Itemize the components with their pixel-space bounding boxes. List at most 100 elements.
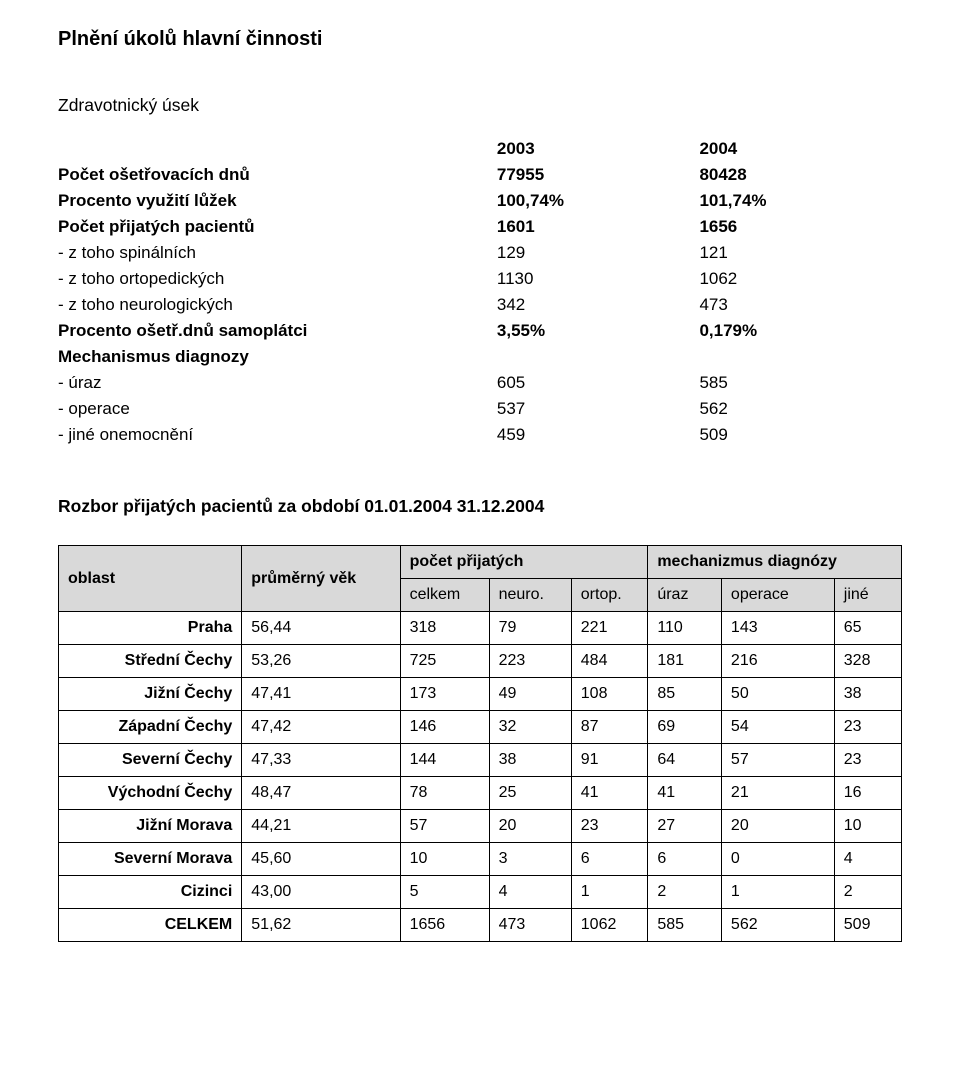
col-neuro: neuro.: [489, 579, 571, 612]
cell-jine: 65: [834, 612, 901, 645]
cell-ortop: 23: [571, 810, 648, 843]
cell-uraz: 85: [648, 678, 722, 711]
stats-label: - z toho neurologických: [58, 292, 497, 318]
cell-region: Jižní Čechy: [59, 678, 242, 711]
stats-row: Mechanismus diagnozy: [58, 344, 902, 370]
cell-celkem: 5: [400, 876, 489, 909]
cell-uraz: 585: [648, 909, 722, 942]
cell-jine: 10: [834, 810, 901, 843]
table-row: CELKEM51,6216564731062585562509: [59, 909, 902, 942]
stats-value-2004: 121: [699, 240, 902, 266]
cell-uraz: 6: [648, 843, 722, 876]
stats-row: - z toho neurologických342473: [58, 292, 902, 318]
cell-jine: 2: [834, 876, 901, 909]
stats-label: - operace: [58, 396, 497, 422]
cell-uraz: 69: [648, 711, 722, 744]
cell-region: Severní Čechy: [59, 744, 242, 777]
cell-operace: 143: [721, 612, 834, 645]
cell-jine: 509: [834, 909, 901, 942]
cell-ortop: 221: [571, 612, 648, 645]
cell-age: 47,42: [242, 711, 400, 744]
cell-neuro: 49: [489, 678, 571, 711]
cell-operace: 57: [721, 744, 834, 777]
stats-value-2003: 3,55%: [497, 318, 700, 344]
page-title: Plnění úkolů hlavní činnosti: [58, 28, 902, 51]
breakdown-table: oblast průměrný věk počet přijatých mech…: [58, 545, 902, 942]
table-row: Cizinci43,00541212: [59, 876, 902, 909]
cell-celkem: 1656: [400, 909, 489, 942]
cell-jine: 23: [834, 711, 901, 744]
cell-uraz: 181: [648, 645, 722, 678]
cell-neuro: 3: [489, 843, 571, 876]
stats-row: Počet ošetřovacích dnů7795580428: [58, 162, 902, 188]
cell-neuro: 4: [489, 876, 571, 909]
stats-value-2004: 1656: [699, 214, 902, 240]
cell-ortop: 1062: [571, 909, 648, 942]
stats-row: - operace537562: [58, 396, 902, 422]
cell-age: 56,44: [242, 612, 400, 645]
cell-neuro: 473: [489, 909, 571, 942]
cell-ortop: 87: [571, 711, 648, 744]
stats-row: - z toho ortopedických11301062: [58, 266, 902, 292]
cell-jine: 23: [834, 744, 901, 777]
stats-row: Počet přijatých pacientů16011656: [58, 214, 902, 240]
col-celkem: celkem: [400, 579, 489, 612]
stats-value-2003: [497, 344, 700, 370]
stats-value-2004: 562: [699, 396, 902, 422]
cell-age: 51,62: [242, 909, 400, 942]
cell-neuro: 32: [489, 711, 571, 744]
breakdown-title: Rozbor přijatých pacientů za období 01.0…: [58, 496, 902, 517]
table-row: Západní Čechy47,421463287695423: [59, 711, 902, 744]
cell-jine: 16: [834, 777, 901, 810]
cell-neuro: 25: [489, 777, 571, 810]
cell-operace: 54: [721, 711, 834, 744]
stats-label: - z toho ortopedických: [58, 266, 497, 292]
cell-operace: 1: [721, 876, 834, 909]
cell-region: Praha: [59, 612, 242, 645]
cell-neuro: 223: [489, 645, 571, 678]
stats-row: Procento ošetř.dnů samoplátci3,55%0,179%: [58, 318, 902, 344]
table-row: Severní Čechy47,331443891645723: [59, 744, 902, 777]
stats-label: - jiné onemocnění: [58, 422, 497, 448]
stats-value-2003: 1130: [497, 266, 700, 292]
cell-celkem: 725: [400, 645, 489, 678]
cell-celkem: 57: [400, 810, 489, 843]
cell-celkem: 318: [400, 612, 489, 645]
stats-label: Procento ošetř.dnů samoplátci: [58, 318, 497, 344]
year-2003: 2003: [497, 136, 700, 162]
cell-region: CELKEM: [59, 909, 242, 942]
cell-jine: 4: [834, 843, 901, 876]
cell-celkem: 146: [400, 711, 489, 744]
col-uraz: úraz: [648, 579, 722, 612]
stats-row: - z toho spinálních129121: [58, 240, 902, 266]
cell-region: Severní Morava: [59, 843, 242, 876]
stats-label: Počet přijatých pacientů: [58, 214, 497, 240]
cell-age: 43,00: [242, 876, 400, 909]
stats-value-2004: [699, 344, 902, 370]
col-region: oblast: [59, 546, 242, 612]
stats-value-2003: 129: [497, 240, 700, 266]
stats-value-2003: 537: [497, 396, 700, 422]
stats-table: 2003 2004 Počet ošetřovacích dnů77955804…: [58, 136, 902, 448]
cell-ortop: 91: [571, 744, 648, 777]
table-row: Východní Čechy48,47782541412116: [59, 777, 902, 810]
cell-age: 47,41: [242, 678, 400, 711]
stats-row: - jiné onemocnění459509: [58, 422, 902, 448]
cell-ortop: 41: [571, 777, 648, 810]
cell-age: 45,60: [242, 843, 400, 876]
cell-age: 53,26: [242, 645, 400, 678]
cell-uraz: 41: [648, 777, 722, 810]
cell-uraz: 64: [648, 744, 722, 777]
cell-jine: 328: [834, 645, 901, 678]
stats-value-2004: 1062: [699, 266, 902, 292]
page: Plnění úkolů hlavní činnosti Zdravotnick…: [0, 0, 960, 982]
cell-operace: 21: [721, 777, 834, 810]
cell-region: Střední Čechy: [59, 645, 242, 678]
stats-value-2004: 101,74%: [699, 188, 902, 214]
cell-ortop: 484: [571, 645, 648, 678]
cell-uraz: 27: [648, 810, 722, 843]
cell-ortop: 6: [571, 843, 648, 876]
col-operace: operace: [721, 579, 834, 612]
cell-region: Cizinci: [59, 876, 242, 909]
stats-value-2003: 342: [497, 292, 700, 318]
